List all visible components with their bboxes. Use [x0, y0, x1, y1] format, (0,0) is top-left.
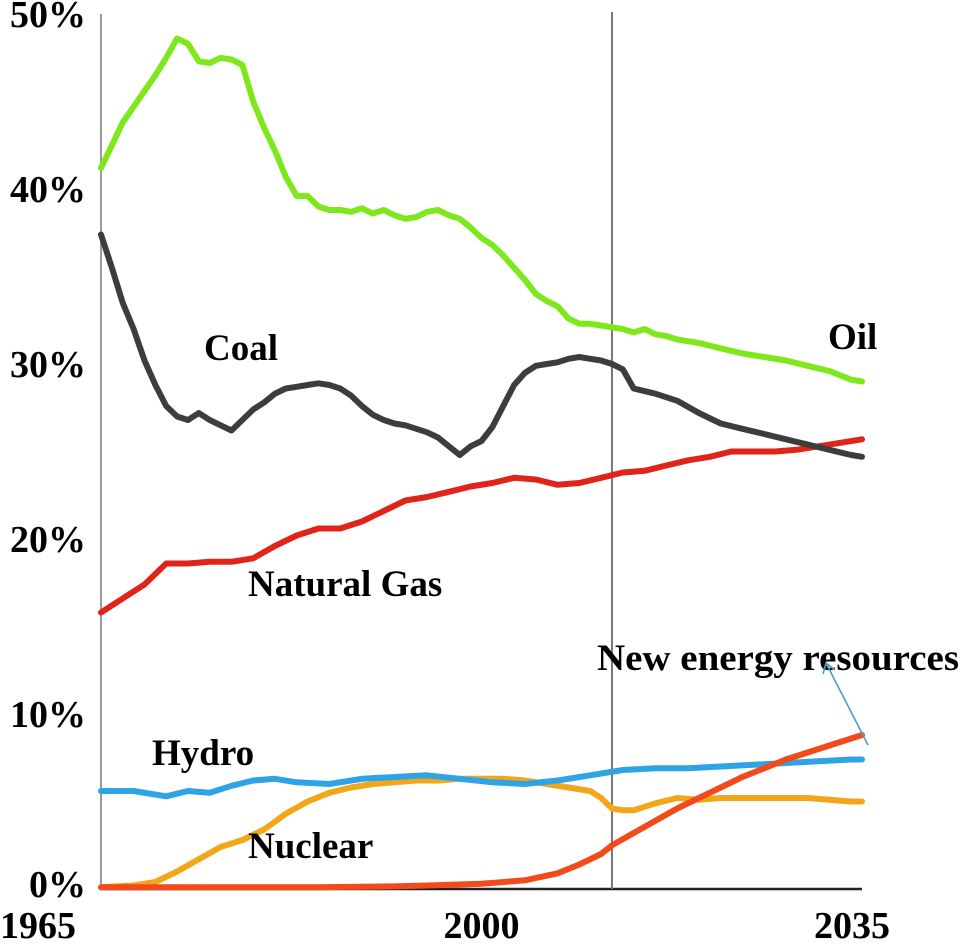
x-tick-label: 2035 [814, 905, 890, 947]
series-label-coal: Coal [204, 328, 278, 369]
y-tick-label: 10% [10, 694, 86, 736]
x-tick-labels: 1965 2000 2035 [0, 905, 890, 947]
series-label-hydro: Hydro [152, 733, 254, 774]
series-label-nuclear: Nuclear [248, 826, 373, 867]
series-line-nuclear [98, 775, 865, 891]
x-tick-label: 2000 [444, 905, 520, 947]
series-line-natural-gas [98, 436, 865, 616]
y-tick-label: 40% [10, 169, 86, 211]
series-lines [98, 35, 865, 891]
y-tick-label: 30% [10, 344, 86, 386]
new-energy-pointer-arrow [822, 661, 869, 746]
series-line-new-energy-resources [98, 732, 865, 891]
y-tick-label: 0% [29, 864, 86, 906]
series-label-natural-gas: Natural Gas [248, 564, 442, 605]
y-tick-label: 50% [10, 0, 86, 36]
series-labels: Coal Oil Natural Gas New energy resource… [152, 317, 959, 867]
y-tick-labels: 0% 10% 20% 30% 40% 50% [10, 0, 86, 906]
x-tick-label: 1965 [0, 905, 76, 947]
series-line-coal [98, 231, 865, 460]
series-line-oil [98, 35, 865, 385]
y-tick-label: 20% [10, 519, 86, 561]
series-label-oil: Oil [828, 317, 877, 358]
series-line-hydro [98, 756, 865, 800]
series-label-new-energy: New energy resources [597, 638, 959, 679]
